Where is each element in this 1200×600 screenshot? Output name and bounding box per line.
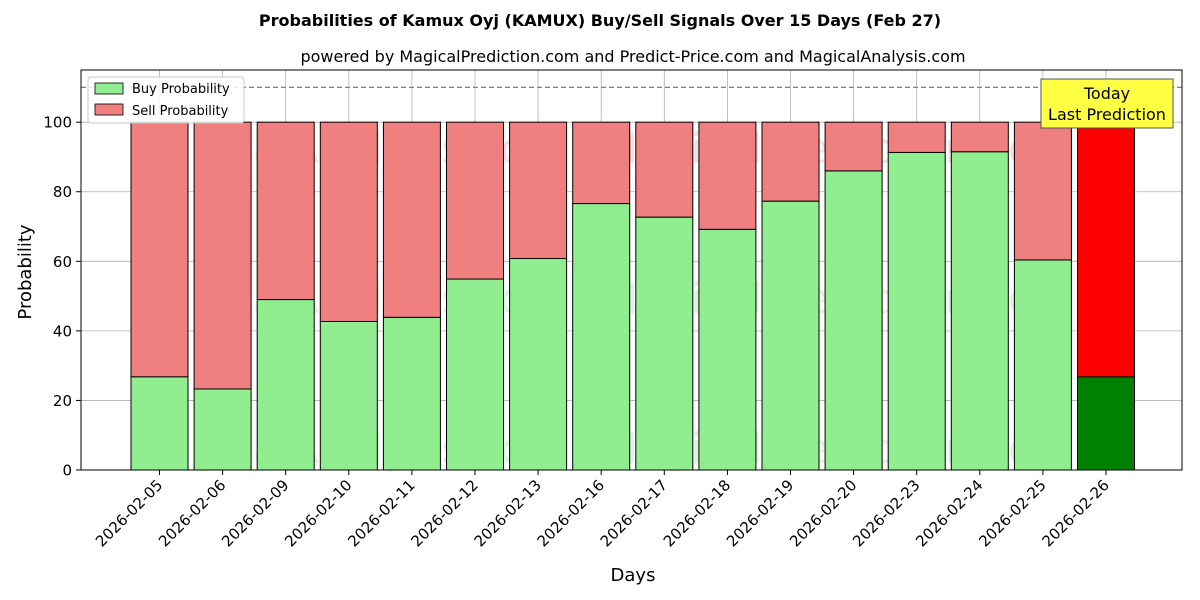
bar-buy bbox=[572, 203, 631, 471]
x-tick-label: 2026-02-26 bbox=[1038, 476, 1112, 550]
x-tick-label: 2026-02-20 bbox=[786, 476, 860, 550]
y-tick-label: 0 bbox=[62, 462, 72, 480]
x-tick-label: 2026-02-25 bbox=[975, 476, 1049, 550]
bar-buy bbox=[382, 316, 441, 471]
bar-buy bbox=[1013, 259, 1072, 471]
bar-sell bbox=[319, 121, 378, 322]
x-tick-label: 2026-02-12 bbox=[407, 476, 481, 550]
y-tick-label: 40 bbox=[53, 322, 72, 340]
bar-buy bbox=[698, 228, 757, 471]
bar-buy bbox=[256, 299, 315, 471]
legend-label-sell: Sell Probability bbox=[132, 104, 229, 119]
bar-buy bbox=[824, 170, 883, 471]
bar-sell bbox=[572, 121, 631, 205]
y-tick-label: 80 bbox=[53, 183, 72, 201]
x-axis-label: Days bbox=[611, 565, 656, 586]
bar-buy bbox=[761, 200, 820, 471]
x-tick-label: 2026-02-10 bbox=[281, 476, 355, 550]
x-tick-label: 2026-02-13 bbox=[471, 476, 545, 550]
x-tick-label: 2026-02-16 bbox=[534, 476, 608, 550]
x-tick-label: 2026-02-24 bbox=[912, 476, 986, 550]
x-tick-label: 2026-02-19 bbox=[723, 476, 797, 550]
chart-title: Probabilities of Kamux Oyj (KAMUX) Buy/S… bbox=[259, 11, 941, 30]
bar-sell bbox=[382, 121, 441, 318]
x-tick-label: 2026-02-23 bbox=[849, 476, 923, 550]
bar-sell bbox=[446, 121, 504, 280]
x-tick-label: 2026-02-09 bbox=[218, 476, 292, 550]
today-annotation-box bbox=[1040, 78, 1174, 129]
y-tick-label: 100 bbox=[43, 114, 72, 132]
bar-buy bbox=[1077, 376, 1135, 471]
x-tick-label: 2026-02-17 bbox=[597, 476, 671, 550]
x-tick-label: 2026-02-11 bbox=[344, 476, 418, 550]
bar-sell bbox=[130, 121, 189, 378]
today-annotation-line-2: Last Prediction bbox=[1048, 105, 1166, 124]
bar-sell bbox=[193, 121, 252, 390]
plot-frame bbox=[80, 69, 1183, 471]
bar-buy bbox=[950, 151, 1009, 471]
y-tick-label: 20 bbox=[53, 392, 72, 410]
legend-swatch-sell bbox=[94, 103, 124, 116]
y-tick-label: 60 bbox=[53, 253, 72, 271]
bar-buy bbox=[887, 151, 946, 471]
bar-sell bbox=[256, 121, 315, 301]
bar-sell bbox=[824, 121, 883, 172]
chart-subtitle: powered by MagicalPrediction.com and Pre… bbox=[300, 47, 965, 66]
y-axis: 0 20 40 60 80 100 bbox=[43, 114, 81, 480]
legend-swatch-buy bbox=[94, 82, 124, 95]
x-axis: 2026-02-052026-02-062026-02-092026-02-10… bbox=[92, 470, 1113, 550]
bar-buy bbox=[635, 216, 694, 471]
bar-sell bbox=[761, 121, 820, 202]
today-annotation: Today Last Prediction bbox=[1040, 78, 1174, 129]
bar-buy bbox=[446, 278, 504, 471]
bar-sell bbox=[698, 121, 757, 230]
bar-buy bbox=[509, 258, 568, 471]
bar-buy bbox=[130, 376, 189, 471]
y-axis-label: Probability bbox=[15, 224, 36, 319]
today-annotation-line-1: Today bbox=[1083, 84, 1130, 103]
x-tick-label: 2026-02-06 bbox=[155, 476, 229, 550]
legend-label-buy: Buy Probability bbox=[132, 82, 230, 97]
bar-sell bbox=[1077, 121, 1135, 378]
legend-frame bbox=[87, 76, 245, 124]
bar-sell bbox=[950, 121, 1009, 153]
bar-buy bbox=[193, 388, 252, 471]
legend: Buy Probability Sell Probability bbox=[87, 76, 245, 124]
bar-buy bbox=[319, 320, 378, 471]
bars bbox=[130, 121, 1135, 471]
x-tick-label: 2026-02-05 bbox=[92, 476, 166, 550]
bar-sell bbox=[509, 121, 568, 260]
bar-sell bbox=[1013, 121, 1072, 261]
plot-area: MagicalAnalysis.comMagicalPrediction.com… bbox=[80, 69, 1183, 473]
x-tick-label: 2026-02-18 bbox=[660, 476, 734, 550]
bar-sell bbox=[635, 121, 694, 218]
bar-sell bbox=[887, 121, 946, 153]
